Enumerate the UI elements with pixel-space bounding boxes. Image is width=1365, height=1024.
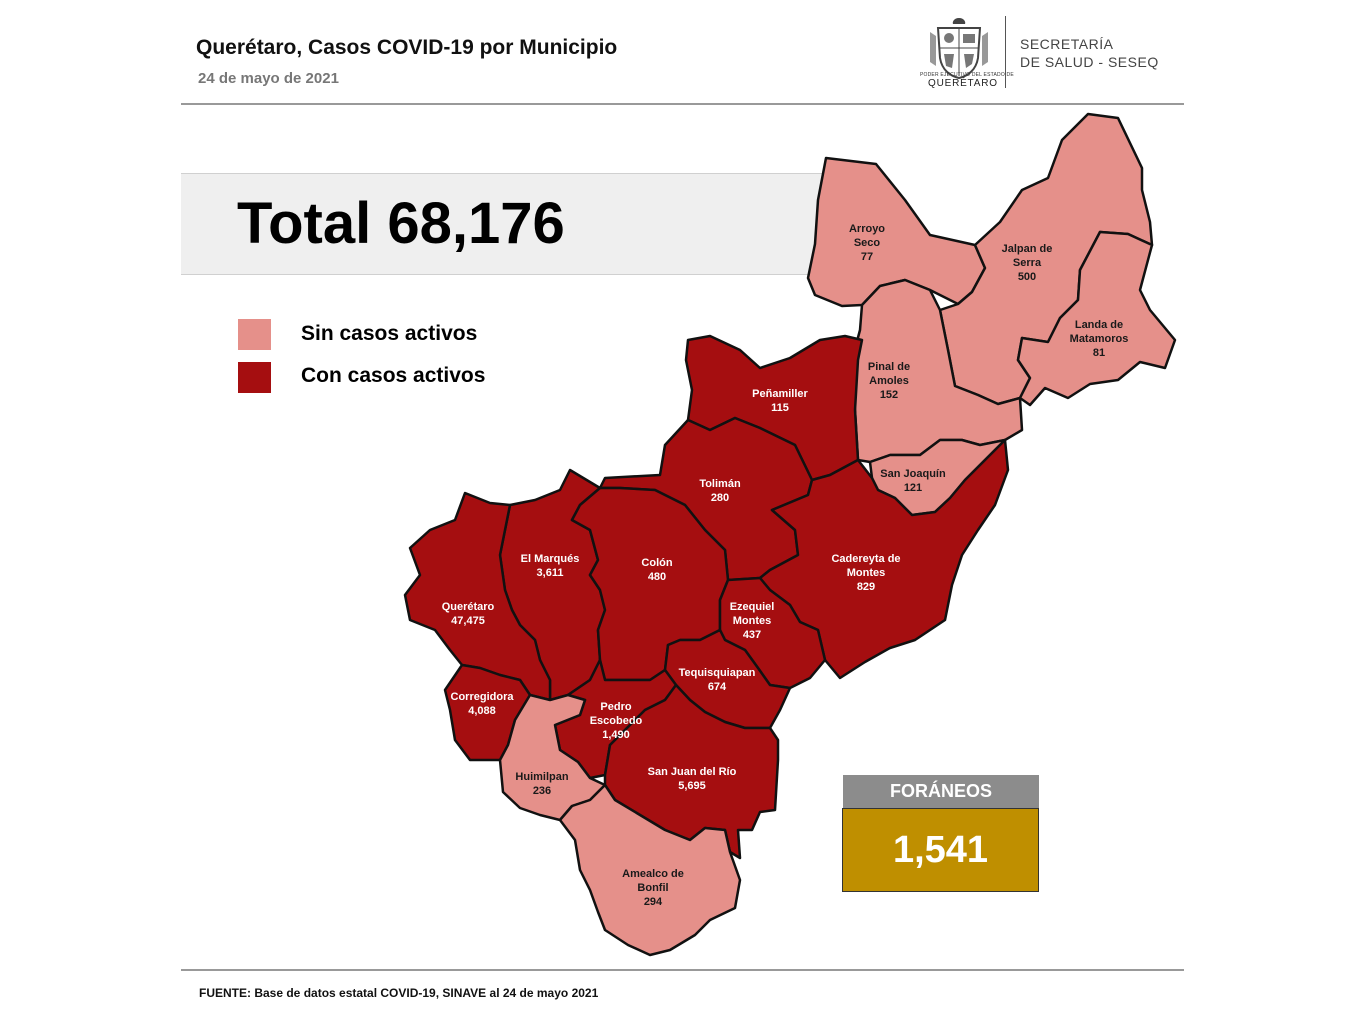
municipio-name: Serra [1013, 257, 1042, 269]
municipio-cases: 280 [711, 492, 729, 504]
municipio-cases: 3,611 [537, 567, 564, 579]
municipio-cases: 121 [904, 482, 922, 494]
municipio-cases: 81 [1093, 347, 1105, 359]
header-rule [181, 103, 1184, 105]
municipio-cases: 77 [861, 251, 873, 263]
municipio-labels: Arroyo Seco 77 Jalpan de Serra 500 Landa de Mat… [442, 223, 1129, 908]
municipio-cases: 4,088 [468, 705, 496, 717]
municipio-cases: 47,475 [451, 615, 485, 627]
report-date: 24 de mayo de 2021 [198, 70, 339, 87]
municipio-name: Tequisquiapan [679, 667, 756, 679]
municipio-name: Peñamiller [752, 388, 808, 400]
coat-of-arms-icon [930, 18, 988, 80]
municipio-name: Amoles [869, 375, 909, 387]
municipio-name: Querétaro [442, 601, 495, 613]
municipio-cases: 674 [708, 681, 727, 693]
municipio-name: Pedro [600, 701, 631, 713]
municipio-cases: 294 [644, 896, 663, 908]
municipio-cases: 500 [1018, 271, 1036, 283]
total-band [181, 173, 831, 275]
municipio-name: San Juan del Río [648, 766, 737, 778]
municipio-amealco[interactable] [558, 783, 742, 957]
municipio-name: Montes [847, 567, 886, 579]
legend-swatch-sin-casos [238, 319, 271, 350]
seal-state-text: QUERÉTARO [928, 78, 998, 89]
logo-divider [1005, 16, 1006, 88]
municipio-landa-de-matamoros[interactable] [1016, 230, 1177, 407]
secretaria-line-1: SECRETARÍA [1020, 36, 1114, 52]
footer-rule [181, 969, 1184, 971]
municipio-cadereyta[interactable] [758, 438, 1010, 680]
municipio-name: Cadereyta de [831, 553, 900, 565]
page-title: Querétaro, Casos COVID-19 por Municipio [196, 36, 618, 59]
municipio-cases: 115 [771, 402, 789, 414]
municipio-cases: 437 [743, 629, 761, 641]
municipio-cases: 152 [880, 389, 898, 401]
municipio-cases: 829 [857, 581, 875, 593]
total-cases: Total 68,176 [237, 191, 565, 256]
municipio-name: Pinal de [868, 361, 910, 373]
municipio-name: Landa de [1075, 319, 1123, 331]
municipio-name: San Joaquín [880, 468, 946, 480]
legend-swatch-con-casos [238, 362, 271, 393]
municipio-name: Escobedo [590, 715, 643, 727]
municipio-name: Matamoros [1070, 333, 1129, 345]
municipio-name: Tolimán [699, 478, 741, 490]
legend-label-sin-casos: Sin casos activos [301, 322, 478, 345]
foraneos-value: 1,541 [842, 808, 1039, 892]
seal-small-text: PODER EJECUTIVO DEL ESTADO DE [920, 72, 1014, 78]
municipio-cases: 5,695 [678, 780, 706, 792]
municipio-name: Corregidora [451, 691, 515, 703]
municipio-name: Jalpan de [1002, 243, 1053, 255]
municipio-name: Montes [733, 615, 772, 627]
source-note: FUENTE: Base de datos estatal COVID-19, … [199, 986, 599, 1000]
municipio-name: El Marqués [521, 553, 580, 565]
municipio-name: Huimilpan [515, 771, 568, 783]
municipio-name: Colón [641, 557, 672, 569]
secretaria-line-2: DE SALUD - SESEQ [1020, 54, 1159, 70]
legend-label-con-casos: Con casos activos [301, 364, 486, 387]
municipio-name: Amealco de [622, 868, 684, 880]
municipio-name: Arroyo [849, 223, 885, 235]
municipio-name: Seco [854, 237, 881, 249]
municipio-cases: 480 [648, 571, 666, 583]
foraneos-header: FORÁNEOS [843, 775, 1039, 808]
municipio-name: Ezequiel [730, 601, 775, 613]
municipio-cases: 236 [533, 785, 551, 797]
municipio-cases: 1,490 [602, 729, 630, 741]
municipio-name: Bonfil [637, 882, 668, 894]
